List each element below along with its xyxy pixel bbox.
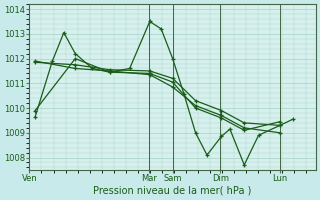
X-axis label: Pression niveau de la mer( hPa ): Pression niveau de la mer( hPa ) bbox=[93, 186, 252, 196]
